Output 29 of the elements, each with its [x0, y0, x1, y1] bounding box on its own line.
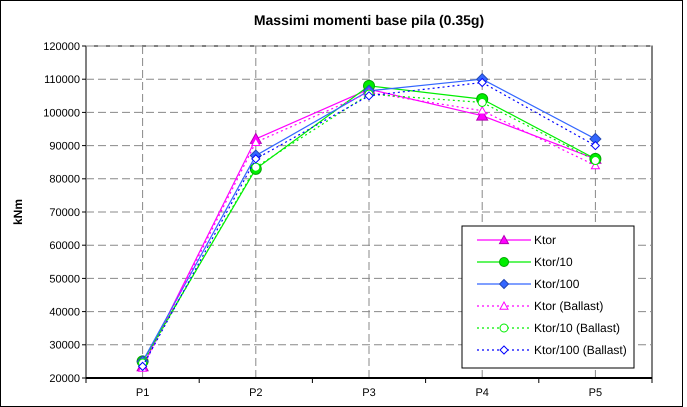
y-tick-label: 110000 [44, 74, 80, 86]
y-tick-label: 100000 [43, 107, 80, 120]
legend-label: Ktor/10 [534, 255, 574, 270]
x-tick-label: P4 [475, 387, 489, 399]
x-tick-label: P5 [588, 387, 602, 399]
legend-label: Ktor/100 [534, 277, 580, 292]
y-tick-label: 30000 [49, 340, 80, 352]
y-tick-label: 70000 [49, 206, 80, 219]
y-axis-title: kNm [11, 198, 25, 226]
y-tick-label: 20000 [49, 372, 80, 385]
y-tick-label: 120000 [43, 40, 80, 53]
point [251, 154, 260, 164]
y-tick-label: 50000 [49, 273, 80, 286]
y-tick-label: 60000 [49, 240, 80, 252]
point [478, 106, 487, 114]
y-tick-label: 40000 [49, 306, 80, 318]
x-tick-label: P1 [136, 387, 150, 399]
point [590, 141, 600, 150]
y-tick-label: 90000 [49, 140, 80, 152]
legend-label: Ktor/100 (Ballast) [534, 343, 627, 358]
legend-label: Ktor [534, 233, 556, 248]
legend-label: Ktor/10 (Ballast) [534, 321, 620, 336]
chart-title: Massimi momenti base pila (0.35g) [254, 12, 484, 28]
y-tick-label: 80000 [49, 174, 80, 186]
x-tick-label: P2 [249, 387, 263, 399]
point [478, 78, 487, 88]
legend-label: Ktor (Ballast) [534, 299, 604, 314]
x-tick-label: P3 [362, 387, 376, 399]
point [251, 162, 260, 172]
